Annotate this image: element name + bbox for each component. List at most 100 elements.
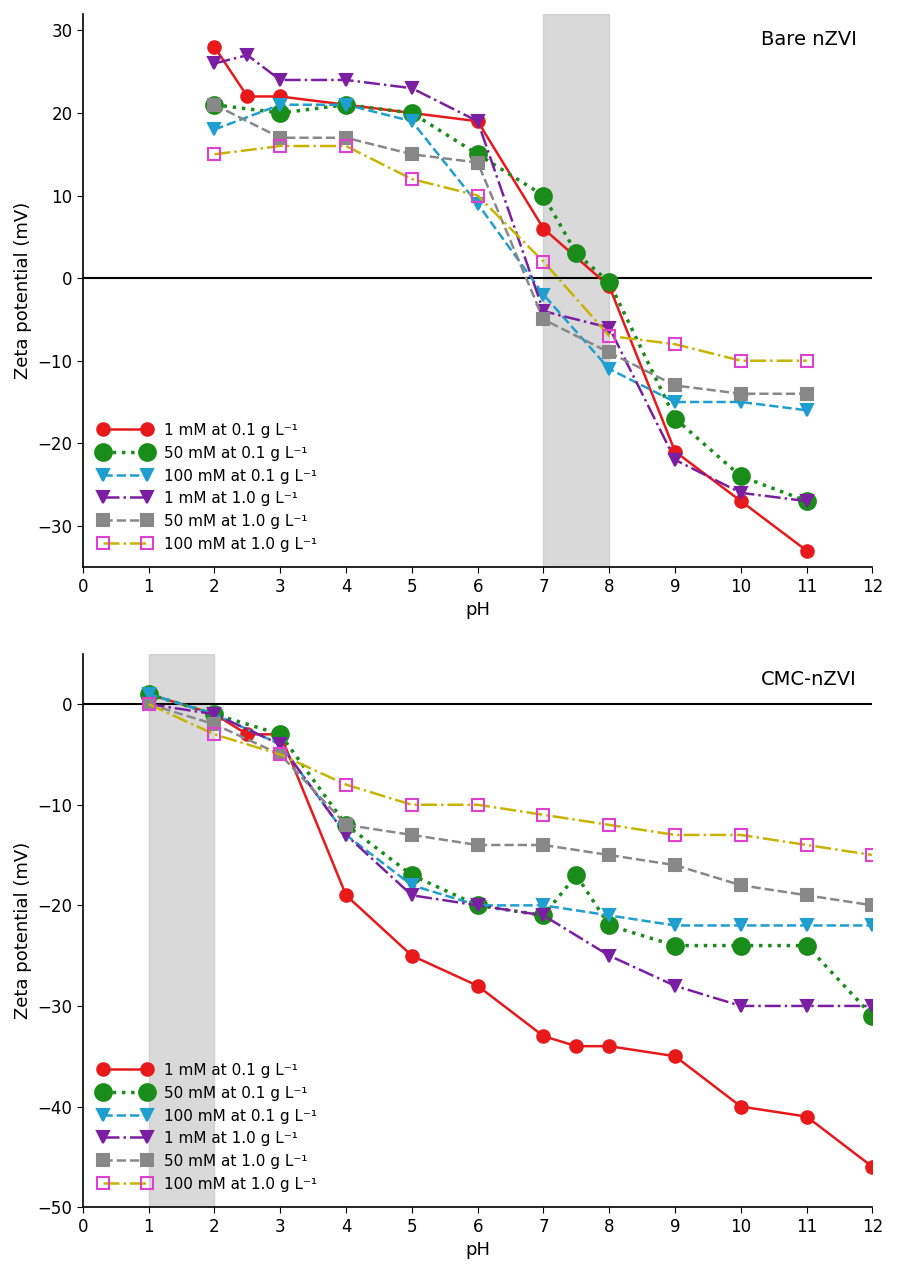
100 mM at 1.0 g L⁻¹: [538, 807, 549, 822]
100 mM at 0.1 g L⁻¹: [473, 897, 483, 913]
100 mM at 0.1 g L⁻¹: [341, 97, 352, 112]
50 mM at 0.1 g L⁻¹: [736, 468, 746, 484]
Line: 1 mM at 1.0 g L⁻¹: 1 mM at 1.0 g L⁻¹: [209, 50, 813, 507]
Line: 50 mM at 0.1 g L⁻¹: 50 mM at 0.1 g L⁻¹: [140, 686, 881, 1025]
1 mM at 0.1 g L⁻¹: [209, 39, 220, 55]
1 mM at 1.0 g L⁻¹: [670, 978, 681, 993]
50 mM at 0.1 g L⁻¹: [670, 411, 681, 426]
50 mM at 1.0 g L⁻¹: [473, 838, 483, 853]
1 mM at 1.0 g L⁻¹: [274, 73, 285, 88]
1 mM at 0.1 g L⁻¹: [341, 97, 352, 112]
100 mM at 0.1 g L⁻¹: [801, 918, 812, 933]
50 mM at 1.0 g L⁻¹: [736, 386, 746, 401]
1 mM at 1.0 g L⁻¹: [274, 737, 285, 752]
1 mM at 0.1 g L⁻¹: [538, 222, 549, 237]
50 mM at 0.1 g L⁻¹: [144, 686, 154, 701]
1 mM at 0.1 g L⁻¹: [406, 948, 417, 964]
100 mM at 0.1 g L⁻¹: [406, 877, 417, 892]
100 mM at 1.0 g L⁻¹: [604, 817, 614, 833]
1 mM at 0.1 g L⁻¹: [670, 1049, 681, 1064]
1 mM at 0.1 g L⁻¹: [242, 727, 253, 742]
1 mM at 1.0 g L⁻¹: [538, 908, 549, 923]
1 mM at 0.1 g L⁻¹: [736, 494, 746, 509]
100 mM at 0.1 g L⁻¹: [801, 402, 812, 418]
100 mM at 0.1 g L⁻¹: [670, 918, 681, 933]
100 mM at 1.0 g L⁻¹: [801, 838, 812, 853]
50 mM at 0.1 g L⁻¹: [341, 817, 352, 833]
100 mM at 0.1 g L⁻¹: [274, 97, 285, 112]
1 mM at 1.0 g L⁻¹: [670, 452, 681, 467]
100 mM at 1.0 g L⁻¹: [604, 328, 614, 344]
Line: 100 mM at 0.1 g L⁻¹: 100 mM at 0.1 g L⁻¹: [144, 689, 878, 931]
1 mM at 1.0 g L⁻¹: [538, 303, 549, 318]
50 mM at 0.1 g L⁻¹: [209, 707, 220, 722]
1 mM at 1.0 g L⁻¹: [209, 56, 220, 71]
50 mM at 1.0 g L⁻¹: [406, 827, 417, 843]
50 mM at 1.0 g L⁻¹: [341, 817, 352, 833]
100 mM at 1.0 g L⁻¹: [406, 797, 417, 812]
Text: CMC-nZVI: CMC-nZVI: [761, 671, 857, 690]
50 mM at 1.0 g L⁻¹: [736, 877, 746, 892]
50 mM at 1.0 g L⁻¹: [473, 155, 483, 171]
50 mM at 0.1 g L⁻¹: [538, 188, 549, 204]
50 mM at 0.1 g L⁻¹: [406, 867, 417, 882]
Line: 1 mM at 0.1 g L⁻¹: 1 mM at 0.1 g L⁻¹: [208, 41, 813, 556]
X-axis label: pH: pH: [466, 1241, 490, 1259]
1 mM at 0.1 g L⁻¹: [406, 106, 417, 121]
1 mM at 1.0 g L⁻¹: [242, 47, 253, 62]
100 mM at 0.1 g L⁻¹: [209, 707, 220, 722]
50 mM at 1.0 g L⁻¹: [538, 312, 549, 327]
100 mM at 0.1 g L⁻¹: [341, 827, 352, 843]
100 mM at 0.1 g L⁻¹: [736, 395, 746, 410]
100 mM at 0.1 g L⁻¹: [538, 897, 549, 913]
1 mM at 1.0 g L⁻¹: [736, 485, 746, 500]
100 mM at 1.0 g L⁻¹: [801, 353, 812, 368]
1 mM at 0.1 g L⁻¹: [209, 707, 220, 722]
1 mM at 1.0 g L⁻¹: [341, 73, 352, 88]
50 mM at 0.1 g L⁻¹: [867, 1008, 878, 1023]
50 mM at 0.1 g L⁻¹: [604, 918, 614, 933]
100 mM at 1.0 g L⁻¹: [274, 747, 285, 763]
1 mM at 1.0 g L⁻¹: [736, 998, 746, 1013]
Line: 50 mM at 0.1 g L⁻¹: 50 mM at 0.1 g L⁻¹: [206, 97, 815, 509]
1 mM at 0.1 g L⁻¹: [473, 113, 483, 129]
100 mM at 1.0 g L⁻¹: [670, 336, 681, 351]
50 mM at 0.1 g L⁻¹: [571, 867, 582, 882]
100 mM at 1.0 g L⁻¹: [473, 188, 483, 204]
Y-axis label: Zeta potential (mV): Zeta potential (mV): [13, 202, 32, 379]
50 mM at 1.0 g L⁻¹: [209, 97, 220, 112]
1 mM at 0.1 g L⁻¹: [604, 279, 614, 294]
100 mM at 1.0 g L⁻¹: [736, 353, 746, 368]
50 mM at 1.0 g L⁻¹: [144, 696, 154, 712]
50 mM at 1.0 g L⁻¹: [274, 130, 285, 145]
50 mM at 0.1 g L⁻¹: [571, 246, 582, 261]
1 mM at 1.0 g L⁻¹: [144, 696, 154, 712]
50 mM at 0.1 g L⁻¹: [670, 938, 681, 953]
50 mM at 1.0 g L⁻¹: [867, 897, 878, 913]
100 mM at 0.1 g L⁻¹: [604, 908, 614, 923]
1 mM at 1.0 g L⁻¹: [406, 887, 417, 903]
50 mM at 1.0 g L⁻¹: [209, 717, 220, 732]
1 mM at 0.1 g L⁻¹: [867, 1160, 878, 1175]
50 mM at 0.1 g L⁻¹: [274, 727, 285, 742]
100 mM at 0.1 g L⁻¹: [406, 113, 417, 129]
50 mM at 0.1 g L⁻¹: [209, 97, 220, 112]
50 mM at 0.1 g L⁻¹: [801, 938, 812, 953]
50 mM at 0.1 g L⁻¹: [736, 938, 746, 953]
1 mM at 1.0 g L⁻¹: [209, 707, 220, 722]
1 mM at 1.0 g L⁻¹: [406, 80, 417, 95]
1 mM at 1.0 g L⁻¹: [473, 897, 483, 913]
Y-axis label: Zeta potential (mV): Zeta potential (mV): [13, 841, 32, 1020]
100 mM at 1.0 g L⁻¹: [736, 827, 746, 843]
50 mM at 0.1 g L⁻¹: [473, 146, 483, 162]
1 mM at 1.0 g L⁻¹: [801, 998, 812, 1013]
50 mM at 0.1 g L⁻¹: [341, 97, 352, 112]
50 mM at 1.0 g L⁻¹: [604, 345, 614, 360]
Text: Bare nZVI: Bare nZVI: [761, 31, 857, 50]
100 mM at 0.1 g L⁻¹: [736, 918, 746, 933]
Line: 1 mM at 1.0 g L⁻¹: 1 mM at 1.0 g L⁻¹: [144, 699, 878, 1012]
50 mM at 0.1 g L⁻¹: [473, 897, 483, 913]
100 mM at 1.0 g L⁻¹: [341, 777, 352, 792]
50 mM at 1.0 g L⁻¹: [670, 378, 681, 393]
Line: 1 mM at 0.1 g L⁻¹: 1 mM at 0.1 g L⁻¹: [143, 687, 879, 1174]
